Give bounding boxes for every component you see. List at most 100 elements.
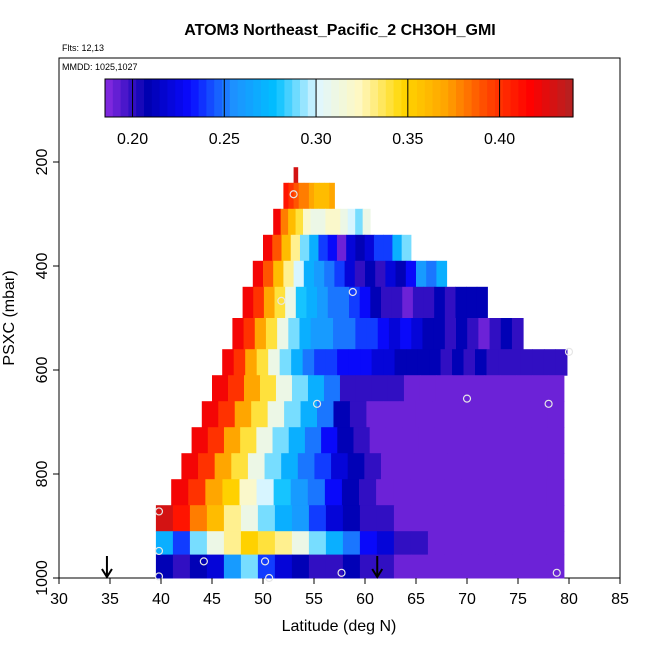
heatmap-cell <box>461 531 480 556</box>
colorbar-swatch <box>206 79 215 117</box>
colorbar-swatch <box>261 79 270 117</box>
heatmap-cell <box>546 531 565 556</box>
heatmap-cell <box>332 208 341 236</box>
colorbar-swatch <box>151 79 161 117</box>
heatmap-cell <box>466 286 478 319</box>
heatmap-cell <box>214 453 232 480</box>
x-tick-label: 65 <box>407 591 425 608</box>
sample-point <box>277 296 286 305</box>
colorbar-swatch <box>417 79 426 117</box>
heatmap-cell <box>298 182 305 210</box>
y-axis-label: PSXC (mbar) <box>1 270 18 365</box>
heatmap-cell <box>555 349 568 376</box>
heatmap-cell <box>274 554 293 579</box>
heatmap-cell <box>546 505 565 532</box>
heatmap-cell <box>543 349 556 376</box>
heatmap-cell <box>373 234 384 262</box>
heatmap-cell <box>348 349 361 376</box>
sample-point <box>154 572 164 581</box>
heatmap-cell <box>392 234 403 262</box>
heatmap-cell <box>464 453 482 480</box>
heatmap-cell <box>198 453 216 480</box>
heatmap-cell <box>355 375 373 402</box>
heatmap-cell <box>364 453 382 480</box>
heatmap-cell <box>290 234 301 262</box>
colorbar-swatch <box>393 79 402 117</box>
heatmap-cell <box>395 260 407 288</box>
colorbar-swatch <box>229 79 239 117</box>
heatmap-cell <box>317 208 326 236</box>
colorbar-swatch <box>307 79 317 117</box>
heatmap-cell <box>299 234 310 262</box>
heatmap-cell <box>280 208 289 236</box>
heatmap-cell <box>530 453 548 480</box>
heatmap-cell <box>291 375 309 402</box>
heatmap-cells <box>155 167 568 579</box>
heatmap-cell <box>355 318 368 350</box>
heatmap-cell <box>232 318 245 350</box>
heatmap-cell <box>259 375 277 402</box>
colorbar-swatch <box>237 79 246 117</box>
heatmap-cell <box>288 318 300 350</box>
heatmap-cell <box>432 401 450 428</box>
heatmap-cell <box>171 479 189 506</box>
heatmap-cell <box>191 427 209 454</box>
heatmap-cell <box>189 554 208 579</box>
colorbar-swatch <box>315 79 324 117</box>
colorbar-swatch <box>284 79 293 117</box>
heatmap-cell <box>325 554 344 579</box>
heatmap-cell <box>430 453 448 480</box>
heatmap-cell <box>418 427 435 454</box>
heatmap-cell <box>478 505 497 532</box>
axes: 30 35 40 45 50 55 60 65 70 75 80 85 200 400 600 800 1000 <box>34 149 629 608</box>
heatmap-cell <box>310 318 323 350</box>
heatmap-cell <box>329 182 335 210</box>
heatmap-cell <box>336 234 347 262</box>
colorbar-tick-label: 0.20 <box>117 131 148 148</box>
heatmap-cell <box>369 427 387 454</box>
heatmap-cell <box>288 182 295 210</box>
heatmap-cell <box>465 401 483 428</box>
colorbar-swatch <box>362 79 371 117</box>
mmdd-label: MMDD: 1025,1027 <box>62 62 138 72</box>
colorbar-swatch <box>136 79 145 117</box>
heatmap-cell <box>376 505 395 532</box>
heatmap-cell <box>498 401 516 428</box>
heatmap-cell <box>393 479 411 506</box>
heatmap-cell <box>240 427 257 454</box>
x-tick-label: 60 <box>356 591 374 608</box>
heatmap-cell <box>375 260 386 288</box>
heatmap-cell <box>338 286 350 319</box>
heatmap-cell <box>371 349 384 376</box>
heatmap-cell <box>391 286 403 319</box>
x-axis-label: Latitude (deg N) <box>282 618 397 635</box>
heatmap-cell <box>514 453 532 480</box>
colorbar-frame <box>104 78 574 118</box>
heatmap-cell <box>283 260 295 288</box>
heatmap-cell <box>277 318 289 350</box>
heatmap-cell <box>376 554 395 579</box>
colorbar-swatch <box>370 79 379 117</box>
heatmap-cell <box>498 349 510 376</box>
heatmap-cell <box>337 427 354 454</box>
heatmap-cell <box>325 208 334 236</box>
heatmap-cell <box>547 427 565 454</box>
heatmap-cell <box>444 479 462 506</box>
heatmap-cell <box>359 531 378 556</box>
heatmap-cell <box>489 318 502 350</box>
sample-point <box>312 399 322 408</box>
heatmap-cell <box>318 234 329 262</box>
heatmap-cell <box>512 531 531 556</box>
heatmap-cell <box>306 286 318 319</box>
colorbar-swatch <box>120 79 129 117</box>
heatmap-cell <box>377 318 390 350</box>
heatmap-cell <box>380 286 393 319</box>
heatmap-cell <box>254 318 267 350</box>
heatmap-cell <box>263 234 273 262</box>
heatmap-cell <box>207 427 225 454</box>
heatmap-cell <box>257 531 276 556</box>
colorbar-swatch <box>292 79 301 117</box>
heatmap-cell <box>359 554 378 579</box>
heatmap-cell <box>247 453 266 480</box>
heatmap-cell <box>256 349 269 376</box>
